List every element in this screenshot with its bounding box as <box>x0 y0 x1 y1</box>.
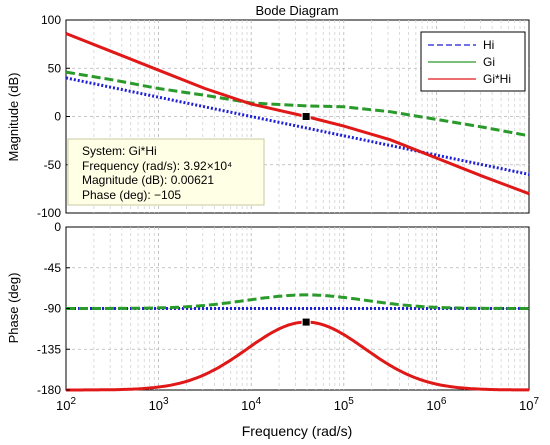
datatip-phase: Phase (deg): −105 <box>82 188 181 202</box>
mag-y-tick-label: 0 <box>54 110 61 124</box>
phase-y-tick-label: 0 <box>54 220 61 234</box>
legend: Hi Gi Gi*Hi <box>420 31 526 92</box>
mag-y-tick-label: -50 <box>44 158 62 172</box>
legend-label-hi: Hi <box>483 38 494 52</box>
x-axis-label: Frequency (rad/s) <box>242 423 352 439</box>
x-tick-label: 107 <box>519 396 539 413</box>
phase-series <box>66 293 529 392</box>
magnitude-series <box>65 32 530 196</box>
datatip-box <box>67 138 265 206</box>
x-tick-label: 104 <box>241 396 261 413</box>
phase-ylabel: Phase (deg) <box>6 273 21 344</box>
legend-label-gi: Gi <box>483 55 495 69</box>
phase-y-tick-label: -45 <box>44 261 62 275</box>
series-line-gi <box>65 70 530 138</box>
x-tick-label: 102 <box>56 396 76 413</box>
series-line-gihi <box>66 320 529 392</box>
x-tick-label: 106 <box>426 396 446 413</box>
chart-title: Bode Diagram <box>255 3 338 18</box>
x-axis-ticks: 102 103 104 105 106 107 <box>56 396 539 413</box>
legend-label-gihi: Gi*Hi <box>483 72 511 86</box>
phase-y-ticks: -180 -135 -90 -45 0 <box>37 220 70 397</box>
magnitude-y-ticks: -100 -50 0 50 100 <box>37 13 70 220</box>
series-line-hi <box>65 76 530 176</box>
datatip-marker[interactable] <box>301 111 311 121</box>
datatip-frequency: Frequency (rad/s): 3.92×10⁴ <box>82 159 232 173</box>
phase-y-tick-label: -180 <box>37 383 61 397</box>
mag-y-tick-label: 100 <box>41 13 61 27</box>
x-tick-label: 105 <box>334 396 354 413</box>
phase-y-tick-label: -135 <box>37 342 61 356</box>
datatip-marker[interactable] <box>301 317 311 327</box>
datatip-system: System: Gi*Hi <box>82 144 157 158</box>
datatip: System: Gi*Hi Frequency (rad/s): 3.92×10… <box>67 138 265 206</box>
mag-y-tick-label: -100 <box>37 206 61 220</box>
x-tick-label: 103 <box>149 396 169 413</box>
phase-y-tick-label: -90 <box>44 302 62 316</box>
datatip-magnitude: Magnitude (dB): 0.00621 <box>82 173 214 187</box>
mag-y-tick-label: 50 <box>48 61 62 75</box>
magnitude-ylabel: Magnitude (dB) <box>6 73 21 162</box>
